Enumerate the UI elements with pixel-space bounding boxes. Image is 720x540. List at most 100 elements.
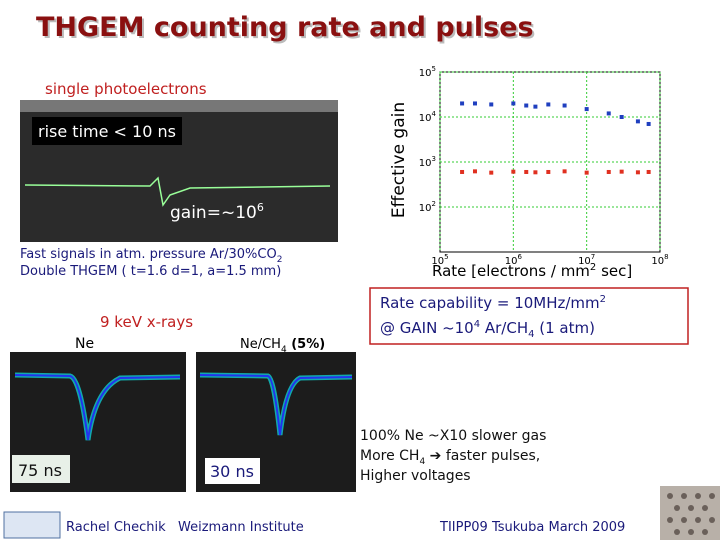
note: More CH4 ➔ faster pulses, (360, 448, 540, 467)
label-box (32, 117, 182, 145)
gain-label: gain=~106 (170, 201, 264, 223)
text: @ GAIN ~10 (380, 319, 474, 337)
tick-label: 106 (505, 253, 523, 267)
gain-exponent: 6 (257, 201, 264, 214)
y-axis-label: Effective gain (389, 102, 409, 218)
tick-label: 107 (578, 253, 595, 267)
data-point (635, 170, 640, 175)
text: sec] (596, 262, 632, 280)
data-point (606, 111, 611, 116)
data-point (606, 169, 611, 174)
data-point (472, 169, 477, 174)
data-point (546, 169, 551, 174)
gas-label: Ne (75, 336, 94, 352)
tick-label: 108 (651, 253, 668, 267)
data-point (584, 170, 589, 175)
scope-header (20, 100, 338, 112)
scope-trace (24, 176, 331, 207)
tick-exponent: 5 (444, 253, 448, 261)
tick-exponent: 7 (591, 253, 595, 261)
superscript: 4 (474, 319, 480, 330)
data-point (511, 101, 516, 106)
data-point (533, 104, 538, 109)
data-point (489, 102, 494, 107)
data-point (524, 103, 529, 108)
data-point (460, 169, 465, 174)
author: Rachel Chechik (66, 520, 166, 535)
logo (3, 511, 61, 539)
text: Ne/CH (240, 337, 281, 352)
data-point (546, 102, 551, 107)
rate-box (369, 287, 689, 345)
data-point (635, 119, 640, 124)
data-point (524, 169, 529, 174)
data-point (472, 101, 477, 106)
label-box (12, 455, 70, 483)
thgem-geometry: Double THGEM ( t=1.6 d=1, a=1.5 mm) (20, 264, 281, 279)
title: THGEM counting rate and pulses (36, 12, 534, 43)
text: (5%) (287, 337, 325, 352)
data-point (646, 121, 651, 126)
tick-exponent: 8 (664, 253, 668, 261)
text: Rate [electrons / mm (432, 262, 590, 280)
label-box (205, 458, 260, 484)
data-point (533, 170, 538, 175)
subscript: 4 (419, 457, 425, 467)
note: Higher voltages (360, 468, 471, 484)
section-label: 9 keV x-rays (100, 313, 193, 331)
rate-line2: @ GAIN ~104 Ar/CH4 (1 atm) (380, 319, 595, 340)
time-label: 30 ns (210, 462, 254, 481)
tick-base: 10 (419, 68, 432, 79)
tick-base: 10 (419, 158, 432, 169)
thgem-holes (667, 493, 715, 535)
text: Rate capability = 10MHz/mm (380, 294, 600, 312)
x-axis-label: Rate [electrons / mm2 sec] (432, 262, 632, 280)
text: Ar/CH (480, 319, 528, 337)
data-point (619, 169, 624, 174)
tick-label: 105 (419, 65, 436, 79)
time-label: 75 ns (18, 461, 62, 480)
tick-exponent: 3 (432, 155, 436, 163)
section-label: single photoelectrons (45, 80, 207, 98)
tick-base: 10 (578, 256, 591, 267)
tick-label: 104 (419, 110, 437, 124)
superscript: 2 (590, 262, 596, 273)
tick-exponent: 4 (432, 110, 437, 118)
text: ➔ faster pulses, (425, 448, 540, 464)
tick-label: 105 (431, 253, 448, 267)
data-point (646, 169, 651, 174)
tick-label: 102 (419, 200, 436, 214)
event: TIIPP09 Tsukuba March 2009 (439, 520, 625, 535)
data-point (584, 107, 589, 112)
title-shadow: THGEM counting rate and pulses (38, 14, 536, 45)
tick-base: 10 (431, 256, 444, 267)
rate-line1: Rate capability = 10MHz/mm2 (380, 294, 606, 312)
gain-text: gain=~10 (170, 203, 257, 223)
data-point (511, 169, 516, 174)
data-point (562, 169, 567, 174)
subscript: 4 (528, 329, 534, 340)
tick-exponent: 5 (432, 65, 436, 73)
tick-exponent: 2 (432, 200, 436, 208)
gas-label: Ne/CH4 (5%) (240, 337, 325, 355)
data-point (619, 115, 624, 119)
text: More CH (360, 448, 419, 464)
scope-trace (14, 374, 181, 441)
tick-base: 10 (419, 113, 432, 124)
scope-trace (199, 374, 353, 436)
data-point (562, 103, 567, 108)
subscript: 2 (277, 255, 283, 265)
data-point (460, 101, 465, 106)
subscript: 4 (281, 345, 287, 355)
fast-signals: Fast signals in atm. pressure Ar/30%CO2 (20, 247, 282, 265)
text: (1 atm) (535, 319, 595, 337)
tick-base: 10 (505, 256, 518, 267)
data-point (489, 170, 494, 175)
text: Fast signals in atm. pressure Ar/30%CO (20, 247, 277, 262)
tick-base: 10 (651, 256, 664, 267)
tick-base: 10 (419, 203, 432, 214)
tick-label: 103 (419, 155, 436, 169)
note: 100% Ne ~X10 slower gas (360, 428, 546, 444)
